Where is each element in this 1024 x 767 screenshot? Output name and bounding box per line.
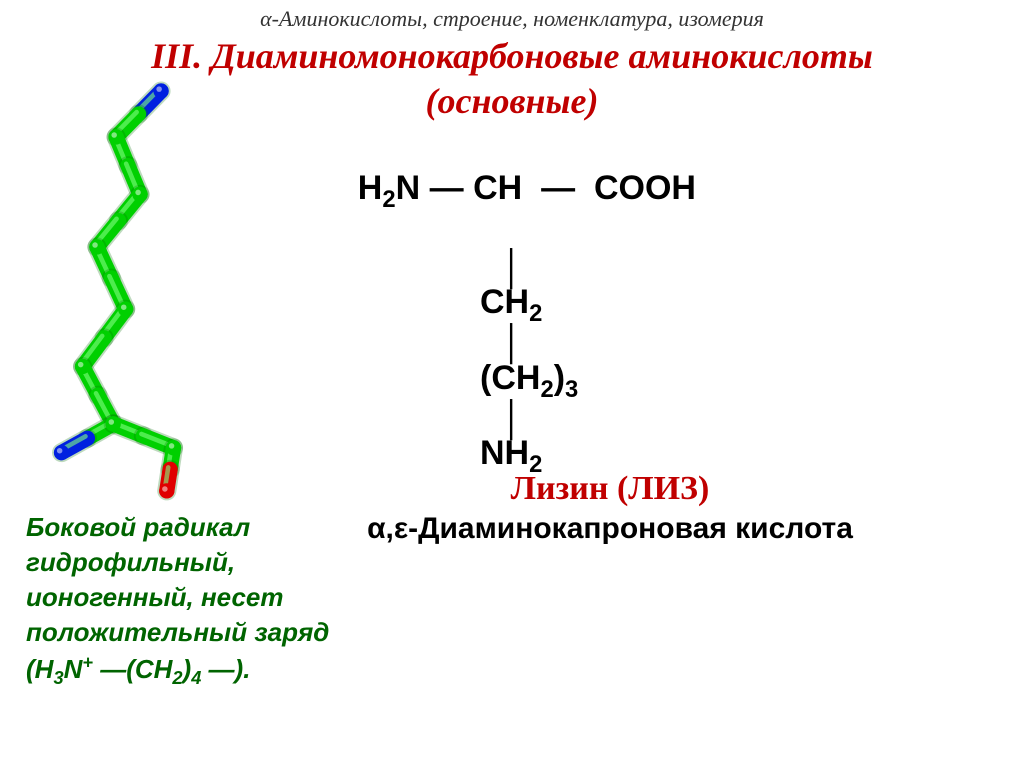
note-line-2: гидрофильный,: [26, 547, 235, 577]
note-line-5: (H3N+ —(CH2)4 —).: [26, 654, 250, 684]
formula-vbar-3: │: [502, 404, 900, 435]
compound-name-prefix: α,ε-: [367, 512, 418, 545]
formula-nh: NH: [480, 434, 529, 472]
formula-ch2: CH2: [480, 283, 900, 328]
formula-top-row: H2N — CH — COOH: [320, 130, 900, 253]
note-ch: —(CH: [93, 654, 172, 684]
note-sub-2: 2: [172, 668, 182, 688]
compound-name-text: Диаминокапроновая кислота: [418, 512, 853, 545]
note-sub-3: 3: [53, 668, 63, 688]
note-sub-4: 4: [191, 668, 201, 688]
compound-name-main: Лизин (ЛИЗ): [320, 470, 900, 508]
note-line-4: положительный заряд: [26, 617, 329, 647]
note-plus: +: [82, 652, 93, 672]
compound-name-systematic: α,ε-Диаминокапроновая кислота: [320, 512, 900, 546]
formula-n: N: [396, 169, 421, 207]
sidechain-description: Боковой радикал гидрофильный, ионогенный…: [26, 510, 366, 691]
formula-ch: CH: [473, 169, 522, 207]
formula-bond-2: —: [522, 169, 594, 207]
formula-ch2n-close: ): [554, 359, 565, 397]
formula-bond-1: —: [420, 169, 473, 207]
note-h: (H: [26, 654, 53, 684]
formula-h: H: [358, 169, 383, 207]
note-line-1: Боковой радикал: [26, 512, 250, 542]
note-line-3: ионогенный, несет: [26, 582, 284, 612]
heading-line-2: (основные): [426, 81, 599, 121]
formula-cooh: COOH: [594, 169, 696, 207]
formula-sub-2a: 2: [382, 186, 395, 213]
formula-ch2-3: (CH2)3: [480, 359, 900, 404]
structural-formula: H2N — CH — COOH │ CH2 │ (CH2)3 │ NH2: [320, 130, 900, 479]
molecule-3d-icon: [20, 70, 260, 510]
formula-ch2n-sub2: 3: [565, 376, 578, 403]
formula-vbar-2: │: [502, 328, 900, 359]
formula-ch2-sub: 2: [529, 300, 542, 327]
note-paren: ): [183, 654, 192, 684]
formula-ch2-text: CH: [480, 283, 529, 321]
page-header-caption: α-Аминокислоты, строение, номенклатура, …: [0, 6, 1024, 32]
formula-ch2n-open: (CH: [480, 359, 540, 397]
note-tail: —).: [201, 654, 250, 684]
formula-ch2n-sub1: 2: [540, 376, 553, 403]
formula-vbar-1: │: [502, 253, 900, 284]
note-n: N: [64, 654, 83, 684]
